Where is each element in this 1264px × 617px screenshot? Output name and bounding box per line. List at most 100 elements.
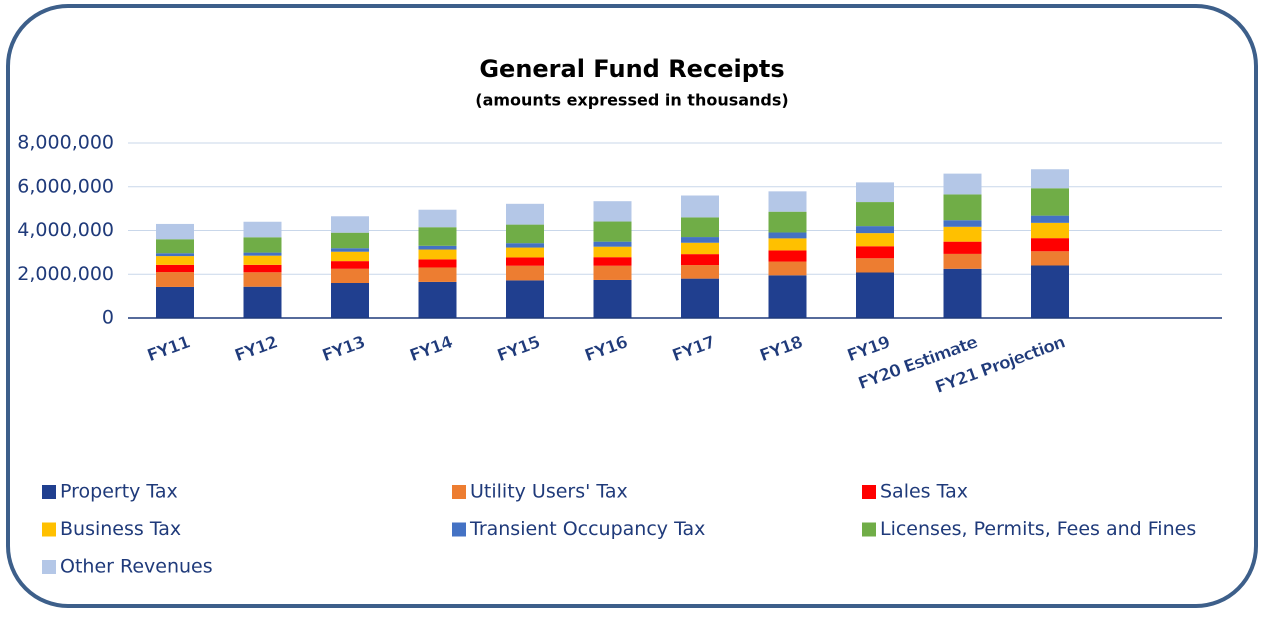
y-tick-label: 8,000,000 [17, 132, 114, 154]
bar-segment [243, 252, 282, 256]
bar-segment [681, 195, 719, 218]
bar-segment [593, 221, 632, 242]
y-tick-label: 2,000,000 [17, 263, 114, 285]
bar-segment [856, 202, 894, 227]
legend-swatch [42, 560, 56, 574]
bar-segment [156, 223, 194, 240]
bar-segment [1031, 238, 1069, 252]
bar-segment [768, 232, 807, 239]
bar-segment [418, 245, 457, 250]
bar-segment [1031, 215, 1069, 223]
bar-segment [243, 221, 282, 238]
y-tick-label: 0 [102, 307, 114, 329]
legend-swatch [42, 485, 56, 499]
bar-segment [156, 256, 194, 265]
bar-segment [943, 220, 982, 227]
bar-segment [943, 173, 982, 195]
bar-segment [331, 283, 369, 318]
bar-segment [856, 246, 894, 259]
bar-segment [506, 280, 544, 318]
bar-segment [768, 191, 807, 212]
bar-segment [943, 268, 982, 318]
bar-segment [593, 241, 632, 247]
bar-segment [768, 261, 807, 276]
bar-segment [856, 233, 894, 247]
bar-segment [156, 239, 194, 254]
legend-swatch [452, 522, 466, 537]
bar-segment [506, 203, 544, 225]
bar-segment [681, 254, 719, 266]
bar-segment [331, 248, 369, 252]
bar-segment [506, 224, 544, 244]
bar-segment [856, 272, 894, 318]
bar-segment [418, 227, 457, 246]
legend-label: Sales Tax [880, 481, 968, 503]
bar-segment [506, 257, 544, 266]
bar-segment [156, 264, 194, 273]
bar-segment [943, 226, 982, 242]
bar-segment [943, 194, 982, 221]
bar-segment [243, 272, 282, 287]
bar-segment [418, 281, 457, 318]
bar-segment [768, 275, 807, 318]
bar-segment [331, 232, 369, 249]
bar-segment [1031, 188, 1069, 216]
bar-segment [1031, 251, 1069, 266]
bar-segment [593, 257, 632, 266]
legend-label: Utility Users' Tax [470, 481, 628, 503]
bar-segment [943, 253, 982, 269]
bar-segment [768, 238, 807, 251]
bar-segment [243, 255, 282, 265]
y-tick-label: 6,000,000 [17, 175, 114, 197]
bar-segment [156, 272, 194, 287]
bar-segment [681, 242, 719, 255]
bar-segment [156, 286, 194, 318]
bar-segment [506, 247, 544, 258]
legend-swatch [42, 522, 56, 537]
bar-segment [418, 267, 457, 282]
bar-segment [593, 201, 632, 222]
legend-label: Transient Occupancy Tax [469, 518, 705, 540]
bar-segment [418, 259, 457, 268]
bar-segment [243, 286, 282, 318]
bar-segment [506, 243, 544, 248]
bar-segment [768, 250, 807, 262]
bar-segment [593, 265, 632, 280]
bar-segment [418, 249, 457, 260]
legend-swatch [862, 522, 876, 537]
bar-segment [943, 241, 982, 254]
legend-swatch [452, 485, 466, 499]
chart-title: General Fund Receipts [479, 55, 784, 83]
bar-segment [243, 237, 282, 253]
bar-segment [681, 265, 719, 279]
y-tick-label: 4,000,000 [17, 219, 114, 241]
legend-label: Business Tax [60, 518, 181, 540]
bar-segment [856, 258, 894, 273]
bar-segment [1031, 265, 1069, 318]
bar-segment [593, 279, 632, 318]
bar-segment [156, 253, 194, 257]
bar-segment [243, 264, 282, 273]
bar-segment [1031, 222, 1069, 239]
bar-segment [331, 268, 369, 283]
bar-segment [681, 237, 719, 243]
legend-swatch [862, 485, 876, 499]
bar-segment [856, 182, 894, 203]
legend-label: Other Revenues [60, 556, 213, 578]
bar-segment [418, 209, 457, 228]
legend-label: Licenses, Permits, Fees and Fines [880, 518, 1196, 540]
bar-segment [331, 261, 369, 269]
bar-segment [681, 217, 719, 238]
bar-segment [1031, 169, 1069, 189]
chart-subtitle: (amounts expressed in thousands) [475, 91, 788, 110]
bar-segment [768, 211, 807, 233]
bar-segment [506, 265, 544, 281]
bar-segment [681, 278, 719, 318]
bar-segment [331, 216, 369, 233]
bar-segment [593, 246, 632, 258]
bar-segment [856, 226, 894, 234]
bar-segment [331, 251, 369, 262]
legend-label: Property Tax [60, 481, 178, 503]
frame [6, 4, 1258, 608]
